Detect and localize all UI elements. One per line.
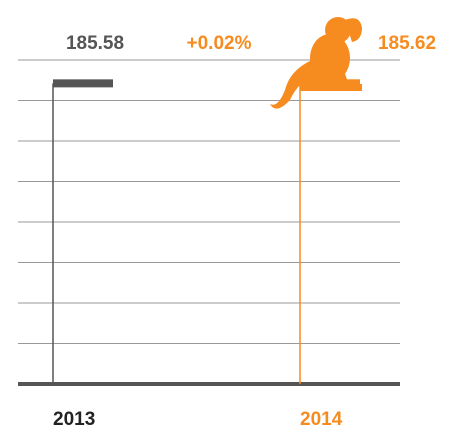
x-tick-label: 2013 (53, 409, 95, 430)
value-label: 185.62 (378, 33, 436, 54)
value-marker (53, 79, 113, 88)
value-label: 185.58 (66, 33, 124, 54)
value-marker (300, 79, 360, 88)
x-tick-label: 2014 (300, 409, 343, 430)
change-annotation: +0.02% (187, 33, 252, 54)
monkey-illustration (270, 17, 362, 109)
